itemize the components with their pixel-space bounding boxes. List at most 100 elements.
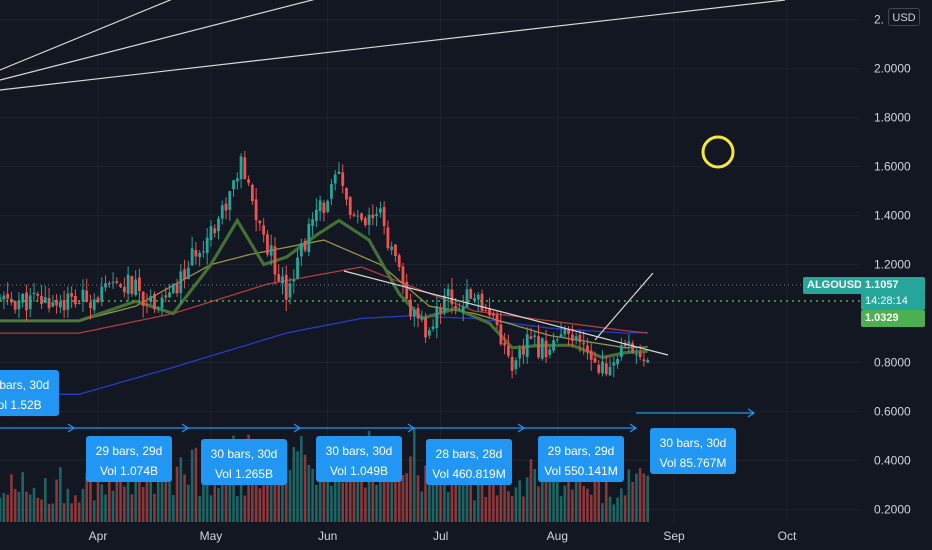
volume-bar (507, 491, 510, 522)
candle-body (77, 303, 81, 305)
candle-body (209, 226, 213, 241)
candle-body (589, 350, 593, 360)
volume-bar (480, 477, 484, 522)
candle-body (597, 364, 601, 373)
time-axis[interactable] (0, 522, 860, 550)
range-info-box[interactable]: 30 bars, 30d Vol 1.52B (0, 370, 59, 416)
range-volume-label: Vol 85.767M (659, 456, 727, 470)
range-info-box[interactable]: 29 bars, 29d Vol 1.074B (86, 436, 172, 482)
candle-body (100, 286, 104, 302)
candle-body (171, 283, 175, 293)
price-axis[interactable] (860, 0, 932, 550)
ma-slow-line (0, 266, 648, 334)
volume-bar (269, 458, 273, 522)
volume-bar (70, 503, 73, 522)
resistance-trendline[interactable] (343, 270, 669, 356)
volume-bar (85, 473, 89, 522)
candle-body (469, 289, 473, 299)
candle-body (156, 307, 160, 309)
candle-body (540, 338, 544, 359)
range-info-box[interactable]: 30 bars, 30d Vol 85.767M (650, 428, 736, 474)
candle-body (533, 335, 537, 337)
highlight-circle[interactable] (701, 135, 735, 169)
volume-bar (89, 473, 92, 522)
volume-bar (288, 469, 292, 522)
price-tick-label: 2.0000 (874, 62, 911, 76)
range-info-box[interactable]: 28 bars, 28d Vol 460.819M (426, 439, 512, 485)
breakout-line[interactable] (594, 272, 654, 341)
volume-bar (92, 500, 96, 522)
price-tick-label: 1.8000 (874, 111, 911, 125)
range-info-box[interactable]: 29 bars, 29d Vol 550.141M (538, 436, 624, 482)
candle-body (638, 352, 642, 357)
volume-bar (134, 463, 137, 522)
range-bars-label: 30 bars, 30d (0, 378, 50, 392)
price-tick-label: 1.2000 (874, 258, 911, 272)
volume-bar (43, 478, 47, 522)
range-info-box[interactable]: 30 bars, 30d Vol 1.265B (201, 439, 287, 485)
candle-body (352, 214, 356, 216)
fan-line-3[interactable] (0, 0, 786, 91)
candle-body (175, 283, 179, 294)
volume-bar (160, 453, 164, 522)
volume-bar (145, 479, 149, 522)
fan-line-1[interactable] (0, 0, 175, 71)
volume-bar (461, 453, 465, 522)
candle-body (627, 341, 631, 344)
trend-drawings[interactable] (0, 0, 786, 356)
volume-bar (172, 494, 175, 522)
volume-bar (296, 451, 299, 522)
candle-body (544, 340, 548, 358)
candle-body (409, 299, 412, 317)
volume-bar (149, 479, 153, 522)
candle-body (333, 174, 337, 184)
date-range-arrows[interactable] (0, 408, 756, 433)
candle-body (183, 269, 186, 280)
range-bars-label: 28 bars, 28d (435, 447, 503, 461)
candle-body (367, 214, 371, 225)
candle-body (601, 361, 604, 374)
symbol-label: ALGOUSD (803, 277, 866, 294)
candle-body (224, 203, 228, 211)
price-tick-label: 0.4000 (874, 453, 911, 467)
volume-bar (608, 496, 612, 522)
volume-bar (190, 449, 194, 522)
candle-body (6, 293, 10, 299)
volume-bar (420, 491, 424, 522)
currency-badge[interactable]: USD (888, 8, 920, 26)
volume-bar (100, 484, 104, 522)
candle-body (612, 362, 616, 366)
volume-bar (228, 478, 232, 522)
range-volume-label: Vol 1.049B (329, 464, 389, 478)
volume-bar (473, 500, 476, 522)
fan-line-2[interactable] (0, 0, 320, 81)
volume-bar (115, 461, 119, 522)
volume-bar (262, 464, 265, 522)
volume-bar (544, 458, 548, 522)
candle-body (458, 309, 461, 311)
candle-body (307, 223, 311, 252)
price-axis-ticks: 2. 2.0000 1.8000 1.6000 1.4000 1.2000 0.8000 0.… (874, 13, 911, 517)
candle-body (555, 339, 559, 341)
candle-body (476, 294, 480, 300)
volume-bar (220, 476, 224, 522)
volume-bar (307, 464, 311, 522)
volume-bar (514, 487, 518, 522)
candle-body (514, 360, 518, 370)
volume-bar (96, 476, 100, 522)
volume-bar (51, 503, 55, 522)
volume-bar (571, 489, 574, 522)
candle-body (258, 220, 262, 224)
candle-body (341, 172, 345, 186)
candle-body (303, 240, 307, 251)
candle-body (390, 246, 394, 251)
candle-body (378, 208, 382, 213)
volume-bar (582, 486, 585, 522)
range-info-box[interactable]: 30 bars, 30d Vol 1.049B (316, 436, 402, 482)
volume-bar (348, 468, 352, 522)
candle-body (10, 298, 13, 303)
candle-body (21, 293, 25, 303)
candle-body (96, 297, 100, 303)
candle-body (62, 300, 66, 311)
candle-body (122, 286, 126, 293)
